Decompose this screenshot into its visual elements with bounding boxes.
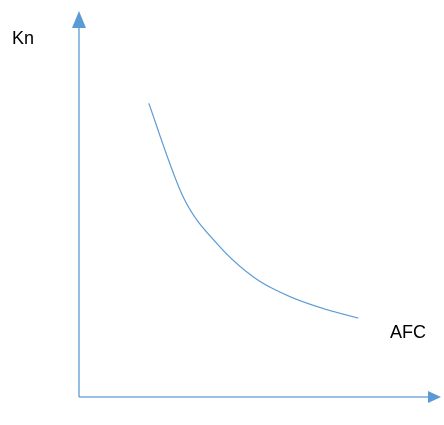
axes: [72, 11, 441, 403]
x-axis-arrowhead: [428, 391, 441, 403]
afc-curve-label: AFC: [390, 322, 426, 342]
y-axis-arrowhead: [72, 11, 86, 28]
y-axis-label: Kn: [12, 28, 34, 48]
afc-curve: [148, 103, 359, 319]
